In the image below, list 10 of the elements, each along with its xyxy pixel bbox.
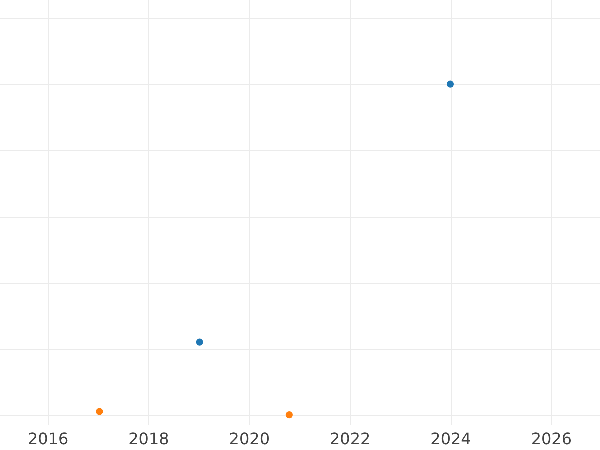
x-tick-label: 2026 bbox=[531, 430, 572, 448]
x-tick-label: 2022 bbox=[330, 430, 371, 448]
x-tick-label: 2016 bbox=[28, 430, 69, 448]
x-tick-label: 2024 bbox=[430, 430, 472, 448]
x-tick-label: 2020 bbox=[229, 430, 270, 448]
point bbox=[446, 80, 454, 88]
x-tick-label: 2018 bbox=[128, 430, 170, 448]
point bbox=[196, 338, 204, 346]
point bbox=[286, 412, 293, 419]
point bbox=[96, 408, 104, 416]
